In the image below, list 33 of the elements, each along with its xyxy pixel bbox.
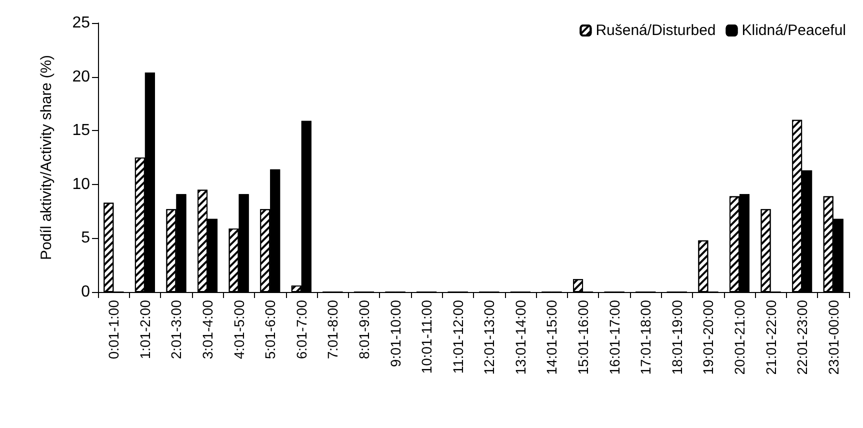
y-tick-label: 10 (72, 176, 90, 193)
x-tick-label: 2:01-3:00 (168, 300, 184, 360)
x-tick-label: 15:01-16:00 (575, 300, 592, 375)
x-tick-label: 0:01-1:00 (106, 300, 122, 360)
x-tick-label: 1:01-2:00 (136, 300, 153, 360)
x-tick-label: 20:01-21:00 (731, 300, 748, 375)
y-tick-label: 20 (72, 68, 90, 86)
x-tick-label: 8:01-9:00 (356, 300, 372, 360)
x-tick-label: 23:01-00:00 (825, 300, 842, 375)
x-tick-label: 13:01-14:00 (512, 300, 528, 375)
x-tick-label: 18:01-19:00 (668, 300, 685, 375)
y-tick-label: 5 (81, 230, 90, 247)
x-tick-label: 10:01-11:00 (418, 300, 435, 374)
x-tick-label: 7:01-8:00 (324, 300, 341, 360)
x-tick-label: 17:01-18:00 (638, 300, 654, 375)
y-tick-label: 25 (72, 14, 90, 32)
y-tick-label: 0 (81, 284, 90, 300)
x-tick-label: 22:01-23:00 (794, 300, 810, 375)
x-tick-label: 21:01-22:00 (762, 300, 779, 375)
y-tick-label: 15 (72, 122, 90, 140)
x-tick-label: 11:01-12:00 (450, 300, 466, 374)
x-tick-label: 6:01-7:00 (293, 300, 310, 360)
x-tick-label: 5:01-6:00 (262, 300, 278, 360)
x-tick-label: 12:01-13:00 (481, 300, 498, 375)
legend-label: Rušená/Disturbed (596, 22, 716, 39)
x-tick-label: 19:01-20:00 (700, 300, 716, 375)
x-tick-label: 4:01-5:00 (230, 300, 247, 360)
y-axis-title: Podíl aktivity/Activity share (%) (38, 54, 55, 260)
x-tick-label: 9:01-10:00 (387, 300, 404, 367)
legend-label: Klidná/Peaceful (742, 22, 846, 39)
x-tick-label: 16:01-17:00 (606, 300, 622, 375)
x-tick-label: 3:01-4:00 (200, 300, 216, 360)
x-tick-label: 14:01-15:00 (544, 300, 560, 375)
